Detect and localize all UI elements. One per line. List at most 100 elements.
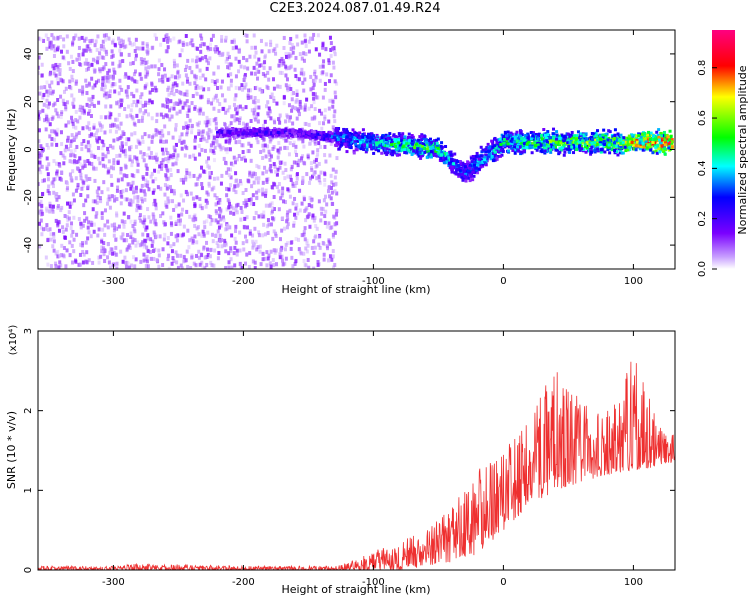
heatmap-cell [495, 158, 499, 162]
heatmap-cell [109, 165, 113, 170]
heatmap-cell [69, 149, 73, 154]
heatmap-cell [139, 188, 143, 193]
heatmap-cell [274, 233, 278, 238]
heatmap-cell [245, 58, 249, 63]
heatmap-cell [302, 197, 306, 202]
heatmap-cell [306, 153, 310, 158]
heatmap-cell [219, 223, 223, 228]
heatmap-cell [260, 89, 264, 94]
heatmap-cell [611, 135, 615, 139]
heatmap-cell [40, 164, 44, 169]
heatmap-cell [96, 139, 100, 144]
heatmap-cell [103, 75, 107, 80]
heatmap-cell [225, 150, 229, 155]
heatmap-cell [272, 207, 276, 212]
heatmap-cell [401, 132, 405, 136]
heatmap-cell [472, 174, 476, 178]
heatmap-cell [307, 135, 311, 139]
heatmap-cell [53, 36, 57, 41]
heatmap-cell [468, 179, 472, 183]
heatmap-cell [96, 128, 100, 133]
heatmap-cell [198, 204, 202, 209]
heatmap-cell [153, 64, 157, 69]
heatmap-cell [207, 135, 211, 140]
heatmap-cell [71, 59, 75, 64]
heatmap-cell [206, 252, 210, 257]
heatmap-cell [80, 110, 84, 115]
heatmap-cell [132, 42, 136, 47]
heatmap-cell [310, 116, 314, 121]
heatmap-cell [241, 87, 245, 92]
heatmap-cell [185, 79, 189, 84]
heatmap-cell [154, 176, 158, 181]
heatmap-cell [655, 138, 659, 142]
heatmap-cell [308, 36, 312, 41]
heatmap-cell [181, 207, 185, 212]
heatmap-cell [177, 213, 181, 218]
heatmap-cell [322, 59, 326, 64]
heatmap-cell [477, 155, 481, 159]
heatmap-cell [211, 33, 215, 38]
heatmap-cell [246, 93, 250, 98]
heatmap-cell [52, 190, 56, 195]
heatmap-cell [269, 154, 273, 159]
heatmap-cell [243, 32, 247, 37]
heatmap-cell [333, 189, 337, 194]
heatmap-cell [331, 104, 335, 109]
heatmap-cell [372, 134, 376, 138]
heatmap-cell [382, 148, 386, 152]
heatmap-cell [364, 150, 368, 154]
heatmap-cell [316, 260, 320, 265]
heatmap-cell [141, 232, 145, 237]
heatmap-cell [81, 85, 85, 90]
heatmap-cell [507, 135, 511, 139]
heatmap-cell [208, 175, 212, 180]
heatmap-cell [324, 194, 328, 199]
heatmap-cell [122, 238, 126, 243]
heatmap-cell [323, 220, 327, 225]
heatmap-cell [657, 128, 661, 132]
heatmap-cell [121, 59, 125, 64]
heatmap-cell [333, 222, 337, 227]
heatmap-cell [163, 232, 167, 237]
heatmap-cell [212, 158, 216, 163]
heatmap-cell [472, 159, 476, 163]
heatmap-cell [329, 196, 333, 201]
heatmap-cell [322, 252, 326, 257]
heatmap-cell [89, 98, 93, 103]
heatmap-cell [63, 155, 67, 160]
heatmap-cell [303, 103, 307, 108]
heatmap-cell [584, 150, 588, 154]
heatmap-cell [239, 217, 243, 222]
heatmap-cell [111, 123, 115, 128]
heatmap-cell [388, 150, 392, 154]
heatmap-cell [161, 157, 165, 162]
heatmap-cell [79, 108, 83, 113]
heatmap-cell [229, 121, 233, 126]
heatmap-cell [62, 44, 66, 49]
heatmap-cell [78, 156, 82, 161]
heatmap-cell [567, 139, 571, 143]
heatmap-cell [188, 65, 192, 70]
heatmap-cell [158, 164, 162, 169]
heatmap-cell [88, 133, 92, 138]
heatmap-cell [267, 113, 271, 118]
heatmap-cell [84, 198, 88, 203]
heatmap-cell [85, 250, 89, 255]
heatmap-cell [135, 88, 139, 93]
heatmap-cell [334, 212, 338, 217]
heatmap-cell [463, 163, 467, 167]
heatmap-cell [169, 244, 173, 249]
heatmap-cell [38, 71, 40, 76]
heatmap-cell [295, 160, 299, 165]
heatmap-cell [166, 200, 170, 205]
heatmap-cell [201, 111, 205, 116]
heatmap-cell [327, 138, 331, 142]
heatmap-cell [285, 138, 289, 143]
heatmap-cell [249, 88, 253, 93]
heatmap-cell [133, 49, 137, 54]
heatmap-cell [115, 266, 119, 269]
heatmap-cell [140, 220, 144, 225]
heatmap-cell [176, 71, 180, 76]
heatmap-cell [326, 258, 330, 263]
